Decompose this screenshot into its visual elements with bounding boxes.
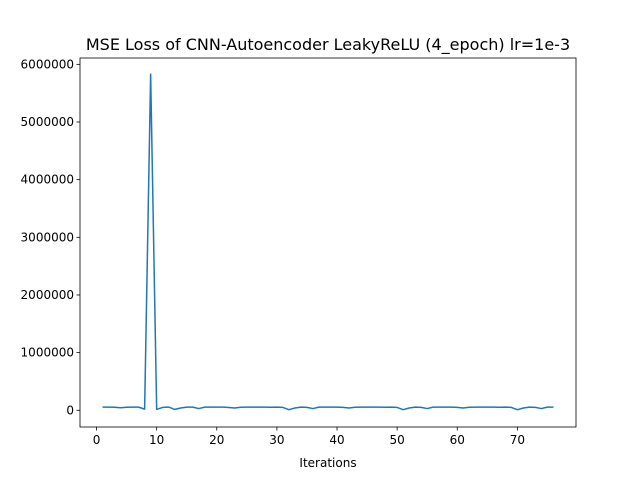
y-tick-label: 4000000 [21,173,74,187]
y-tick-label: 1000000 [21,346,74,360]
x-tick-label: 70 [510,433,525,447]
y-tick-label: 6000000 [21,57,74,71]
x-tick-label: 0 [93,433,101,447]
chart-title: MSE Loss of CNN-Autoencoder LeakyReLU (4… [86,35,570,55]
y-tick-label: 5000000 [21,115,74,129]
axes-frame [79,57,577,428]
x-axis-label: Iterations [299,456,356,470]
x-tick-label: 50 [389,433,404,447]
x-tick-label: 20 [209,433,224,447]
series-line-0 [102,73,554,411]
y-tick-label: 2000000 [21,288,74,302]
x-tick-label: 10 [149,433,164,447]
x-tick-label: 60 [450,433,465,447]
plot-area: 0 10 20 30 40 50 60 70 0 1000000 2000000 3000000 400… [21,57,577,447]
x-tick-label: 40 [329,433,344,447]
y-tick-label: 0 [66,403,74,417]
x-tick-label: 30 [269,433,284,447]
y-tick-label: 3000000 [21,230,74,244]
